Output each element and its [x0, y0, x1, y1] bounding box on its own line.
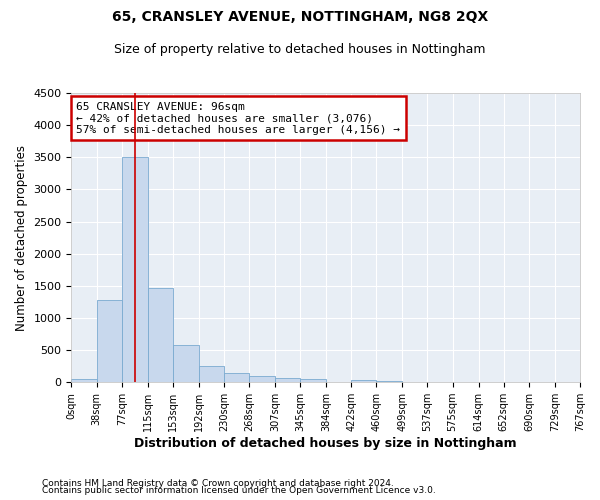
Y-axis label: Number of detached properties: Number of detached properties: [15, 144, 28, 330]
Text: 65, CRANSLEY AVENUE, NOTTINGHAM, NG8 2QX: 65, CRANSLEY AVENUE, NOTTINGHAM, NG8 2QX: [112, 10, 488, 24]
Bar: [122, 158, 148, 382]
Text: Contains public sector information licensed under the Open Government Licence v3: Contains public sector information licen…: [42, 486, 436, 495]
Bar: [351, 380, 376, 382]
Text: Size of property relative to detached houses in Nottingham: Size of property relative to detached ho…: [114, 42, 486, 56]
Bar: [173, 345, 199, 382]
X-axis label: Distribution of detached houses by size in Nottingham: Distribution of detached houses by size …: [134, 437, 517, 450]
Bar: [376, 380, 402, 382]
Bar: [224, 373, 249, 382]
Bar: [97, 300, 122, 382]
Bar: [71, 379, 97, 382]
Text: 65 CRANSLEY AVENUE: 96sqm
← 42% of detached houses are smaller (3,076)
57% of se: 65 CRANSLEY AVENUE: 96sqm ← 42% of detac…: [76, 102, 400, 135]
Bar: [148, 288, 173, 382]
Bar: [199, 366, 224, 382]
Bar: [249, 376, 275, 382]
Text: Contains HM Land Registry data © Crown copyright and database right 2024.: Contains HM Land Registry data © Crown c…: [42, 478, 394, 488]
Bar: [300, 379, 326, 382]
Bar: [275, 378, 300, 382]
